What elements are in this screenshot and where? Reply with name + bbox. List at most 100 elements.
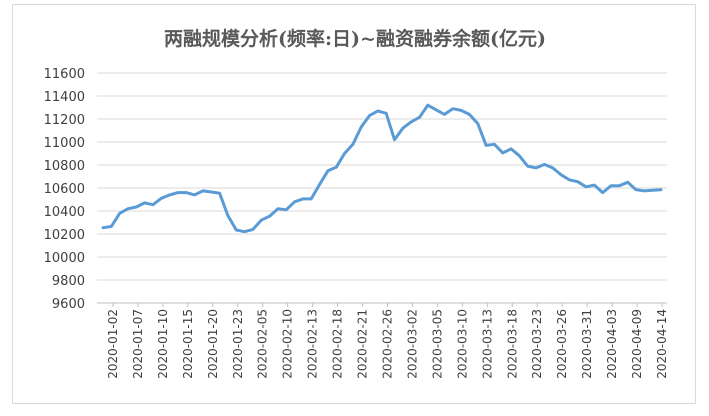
- data-point: [476, 122, 479, 125]
- data-point: [293, 200, 296, 203]
- x-tick-label: 2020-01-10: [156, 309, 170, 379]
- data-point: [426, 104, 429, 107]
- data-point: [576, 180, 579, 183]
- gridlines: [97, 72, 667, 304]
- data-point: [385, 112, 388, 115]
- data-point: [235, 228, 238, 232]
- y-tick-label: 10400: [44, 205, 85, 220]
- y-tick-label: 11400: [44, 90, 85, 105]
- x-tick-label: 2020-02-26: [381, 309, 395, 379]
- data-point: [626, 181, 629, 184]
- data-point: [526, 165, 529, 168]
- data-point: [210, 190, 213, 194]
- data-point: [251, 228, 255, 231]
- chart-frame: 两融规模分析(频率:日)~融资融券余额(亿元) 9600 9800 10000 102…: [12, 4, 696, 404]
- data-point: [168, 193, 171, 197]
- y-tick-label: 10200: [44, 228, 85, 243]
- data-point: [601, 191, 604, 194]
- data-point: [451, 107, 454, 110]
- data-point: [518, 154, 521, 157]
- data-point: [509, 147, 513, 151]
- x-tick-label: 2020-02-21: [356, 309, 370, 379]
- x-tick-label: 2020-03-13: [480, 309, 494, 379]
- data-point: [393, 138, 396, 141]
- x-tick-label: 2020-02-10: [281, 309, 295, 379]
- data-point: [243, 230, 246, 233]
- data-point: [285, 208, 288, 211]
- data-point: [201, 189, 205, 193]
- data-point: [534, 166, 538, 170]
- x-tick-label: 2020-03-02: [405, 309, 419, 379]
- data-point: [593, 183, 596, 187]
- data-point: [584, 185, 588, 188]
- data-point: [160, 197, 163, 200]
- x-tick-label: 2020-01-02: [106, 309, 120, 379]
- x-tick-label: 2020-04-03: [605, 309, 619, 379]
- y-tick-label: 9800: [52, 274, 85, 289]
- data-point: [501, 151, 504, 155]
- x-tick-label: 2020-02-05: [256, 309, 270, 379]
- chart-title: 两融规模分析(频率:日)~融资融券余额(亿元): [164, 27, 546, 50]
- data-point: [351, 143, 355, 146]
- data-point: [659, 188, 663, 191]
- data-point: [276, 207, 280, 210]
- x-tick-label: 2020-01-07: [131, 309, 145, 379]
- chart-canvas: 两融规模分析(频率:日)~融资融券余额(亿元) 9600 9800 10000 102…: [44, 27, 669, 379]
- series-layer: [101, 103, 663, 234]
- data-point: [551, 166, 554, 170]
- data-point: [301, 197, 305, 201]
- x-tick-label: 2020-03-18: [505, 309, 519, 379]
- x-tick-label: 2020-02-13: [306, 309, 320, 379]
- data-point: [618, 184, 621, 187]
- data-point: [443, 113, 446, 116]
- data-point: [401, 127, 404, 130]
- y-tick-label: 11600: [44, 67, 85, 82]
- data-point: [609, 184, 613, 187]
- series-line: [101, 103, 663, 234]
- data-point: [376, 109, 379, 113]
- data-point: [218, 192, 221, 195]
- y-tick-label: 10800: [44, 159, 85, 174]
- data-point: [185, 191, 188, 194]
- x-tick-label: 2020-03-05: [430, 309, 444, 379]
- data-point: [643, 189, 646, 193]
- data-point: [651, 189, 654, 192]
- data-point: [434, 108, 438, 112]
- data-point: [568, 178, 571, 182]
- data-point: [493, 143, 496, 146]
- x-tick-label: 2020-01-20: [206, 309, 220, 379]
- data-point: [418, 116, 421, 119]
- data-point: [368, 114, 371, 117]
- x-tick-label: 2020-03-26: [555, 309, 569, 379]
- data-point: [634, 188, 638, 191]
- data-point: [176, 191, 180, 194]
- x-tick-label: 2020-04-09: [630, 309, 644, 379]
- y-tick-label: 11200: [44, 113, 85, 128]
- data-point: [559, 173, 563, 176]
- x-tick-label: 2020-03-23: [530, 309, 544, 379]
- data-point: [326, 169, 330, 172]
- data-point: [143, 201, 146, 205]
- data-point: [360, 125, 363, 129]
- data-point: [543, 163, 546, 166]
- y-tick-label: 11000: [44, 136, 85, 151]
- data-point: [101, 226, 105, 229]
- data-point: [409, 120, 413, 124]
- data-point: [118, 212, 121, 215]
- y-axis-ticks: 9600 9800 10000 10200 10400 10600 10800 11000 11…: [44, 67, 85, 312]
- data-point: [459, 109, 463, 112]
- data-point: [226, 214, 230, 217]
- x-tick-label: 2020-03-31: [580, 309, 594, 379]
- x-tick-label: 2020-04-14: [655, 309, 669, 379]
- data-point: [310, 197, 313, 201]
- x-tick-label: 2020-01-23: [231, 309, 245, 379]
- data-point: [318, 183, 321, 186]
- data-point: [260, 219, 263, 222]
- x-axis-ticks: 2020-01-02 2020-01-07 2020-01-10 2020-01-15…: [106, 303, 669, 379]
- x-tick-label: 2020-03-10: [455, 309, 469, 379]
- data-point: [151, 203, 155, 206]
- data-point: [484, 144, 488, 147]
- data-point: [110, 225, 113, 228]
- data-point: [343, 152, 346, 155]
- y-tick-label: 9600: [52, 297, 85, 312]
